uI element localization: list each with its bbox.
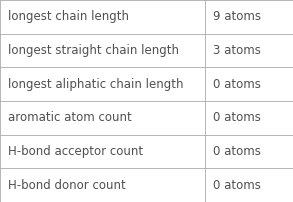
Text: H-bond donor count: H-bond donor count — [8, 179, 126, 192]
Text: aromatic atom count: aromatic atom count — [8, 111, 132, 124]
Text: longest aliphatic chain length: longest aliphatic chain length — [8, 78, 183, 91]
Text: H-bond acceptor count: H-bond acceptor count — [8, 145, 143, 158]
Text: 0 atoms: 0 atoms — [213, 179, 261, 192]
Text: 0 atoms: 0 atoms — [213, 145, 261, 158]
Text: 0 atoms: 0 atoms — [213, 111, 261, 124]
Text: 3 atoms: 3 atoms — [213, 44, 261, 57]
Text: 9 atoms: 9 atoms — [213, 10, 261, 23]
Text: 0 atoms: 0 atoms — [213, 78, 261, 91]
Text: longest chain length: longest chain length — [8, 10, 129, 23]
Text: longest straight chain length: longest straight chain length — [8, 44, 179, 57]
